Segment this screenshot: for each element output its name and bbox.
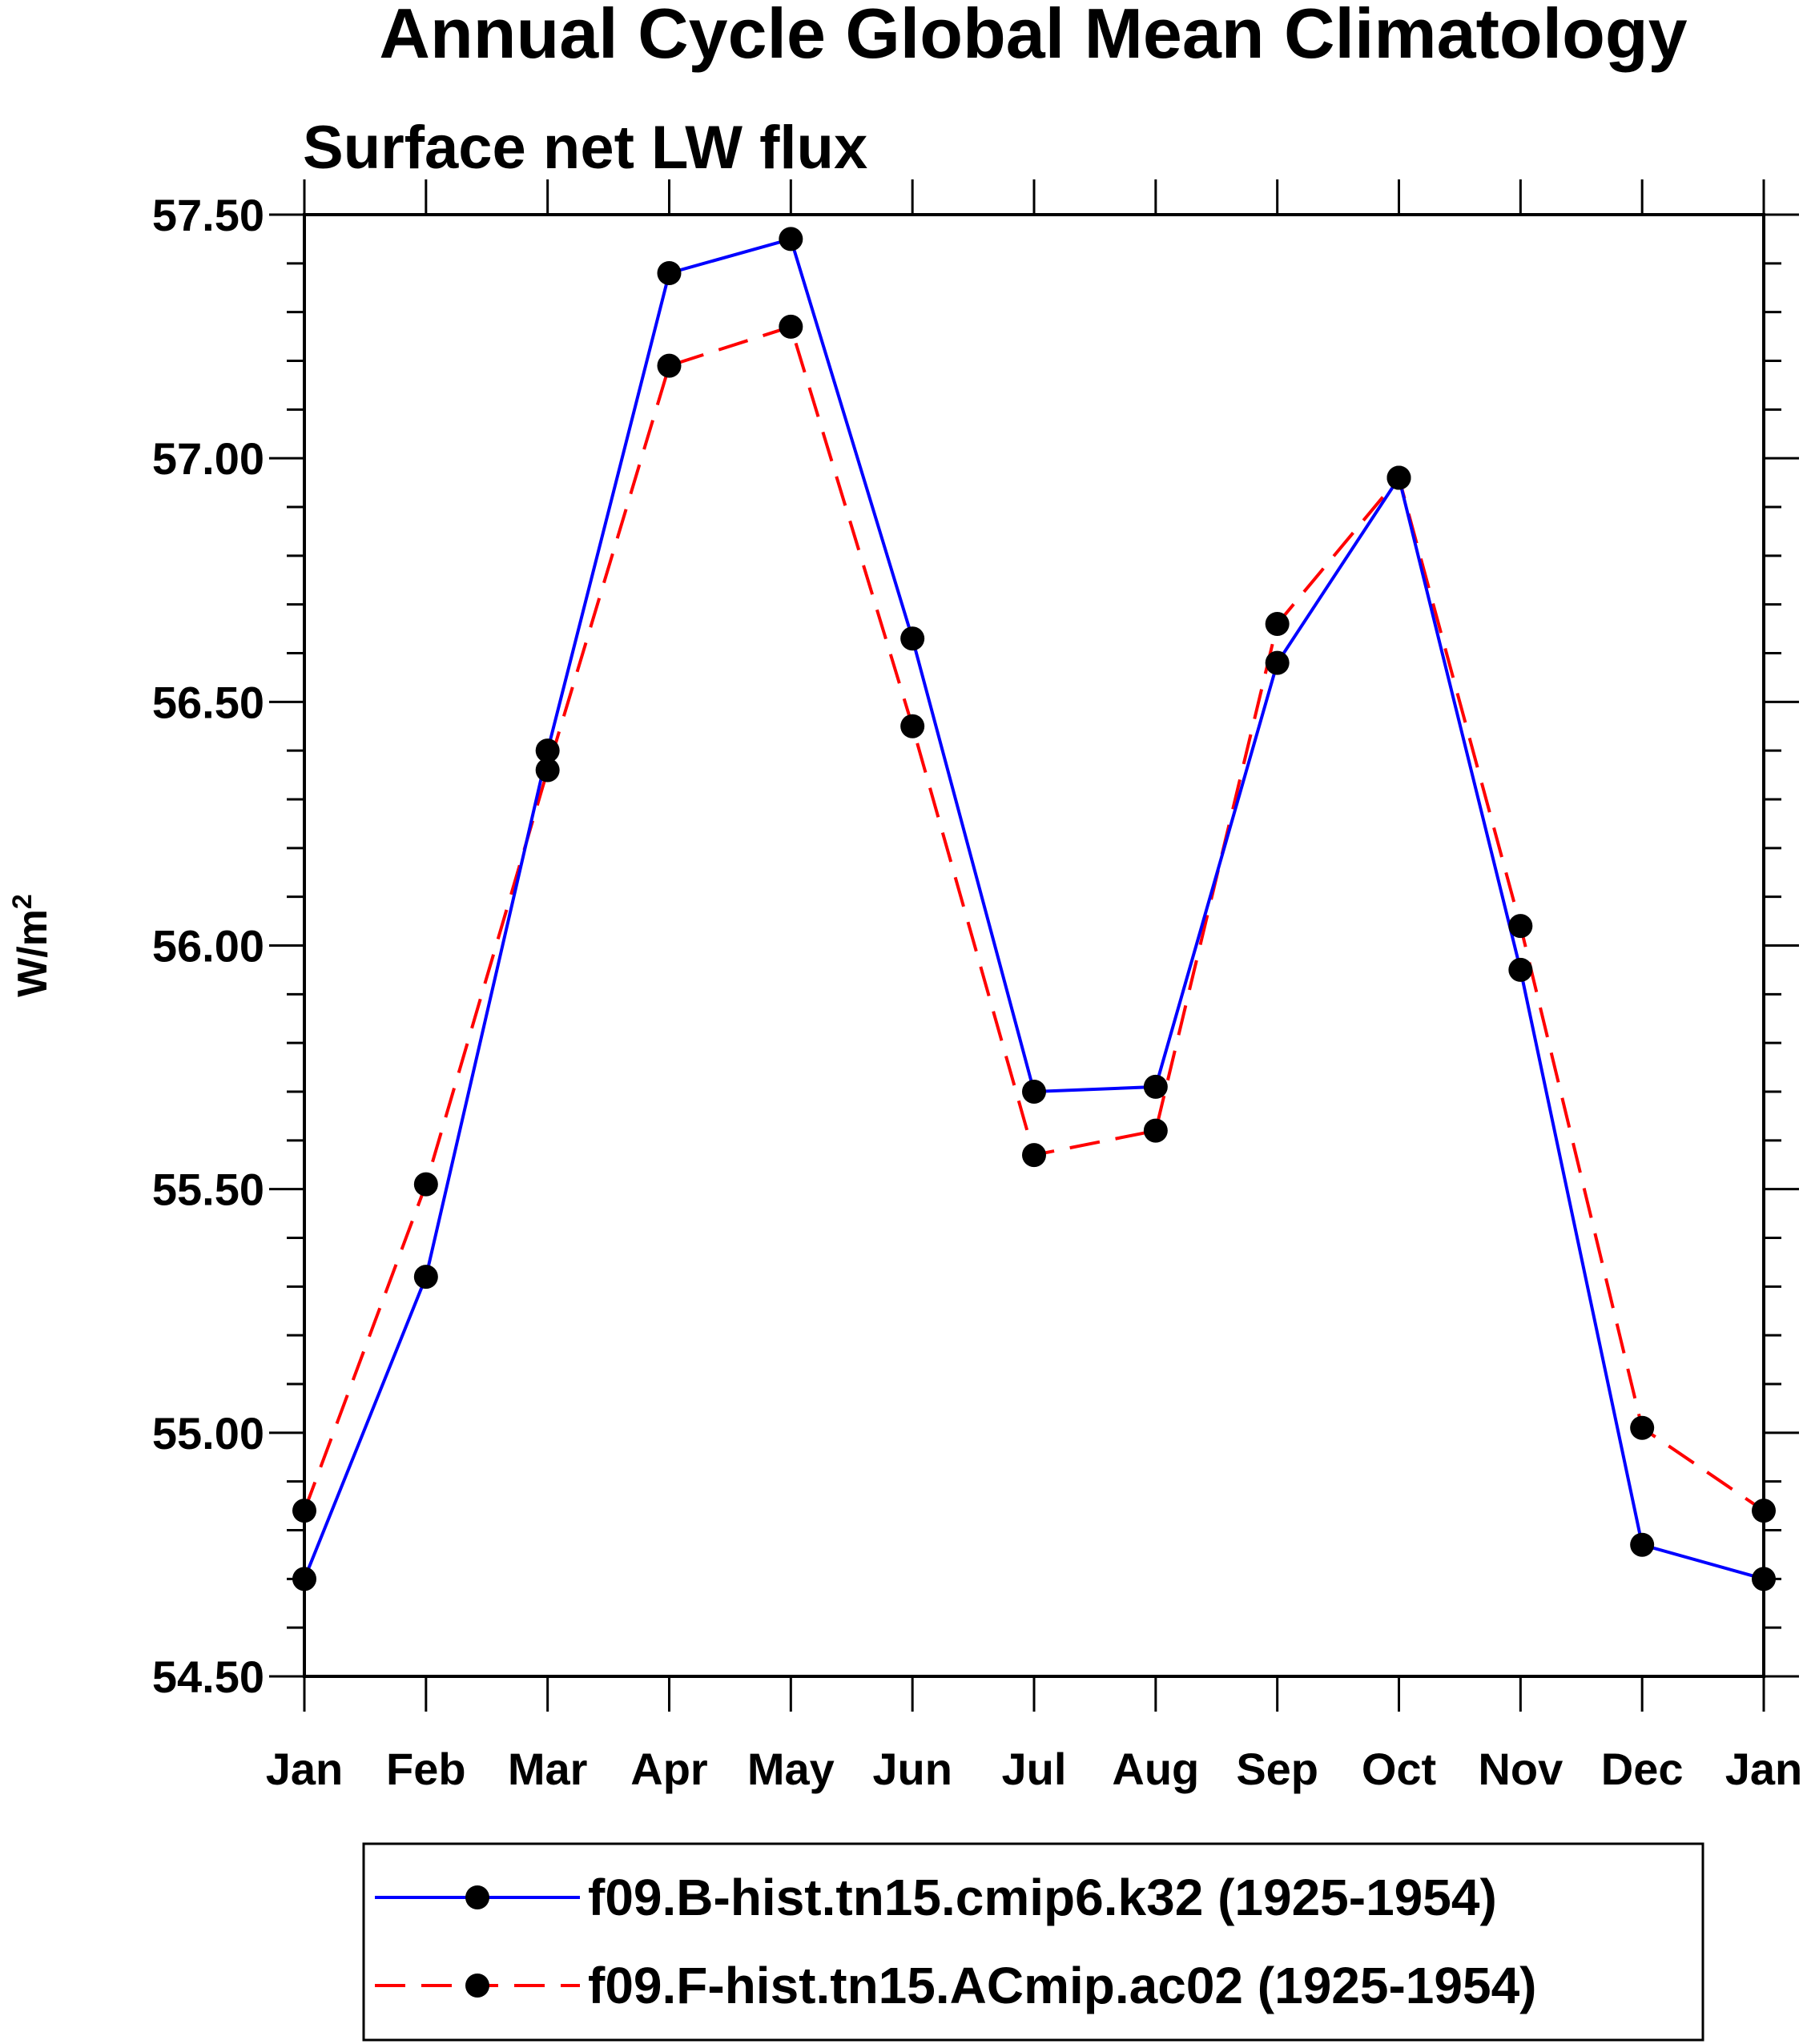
data-point <box>1022 1143 1046 1168</box>
x-tick-label: May <box>747 1744 835 1794</box>
x-tick-label: Oct <box>1362 1744 1436 1794</box>
data-point <box>900 714 925 738</box>
plot-frame <box>303 213 1765 1678</box>
data-point <box>535 738 560 763</box>
data-point <box>1265 650 1290 675</box>
legend-label: f09.F-hist.tn15.ACmip.ac02 (1925-1954) <box>588 1957 1536 2014</box>
y-tick-label: 54.50 <box>152 1652 264 1702</box>
chart-title: Annual Cycle Global Mean Climatology <box>379 0 1687 73</box>
data-point <box>779 227 803 251</box>
chart-subtitle: Surface net LW flux <box>303 114 867 182</box>
legend-marker <box>465 1885 489 1909</box>
data-point <box>657 353 682 378</box>
data-point <box>1022 1080 1046 1104</box>
axis-tick-labels: Jan Feb Mar Apr May Jun Jul Aug Sep Oct Nov Dec Jan5… <box>152 190 1802 1794</box>
y-axis-label: W/m2 <box>7 894 56 997</box>
y-tick-label: 57.50 <box>152 190 264 240</box>
x-tick-label: Jan <box>1725 1744 1803 1794</box>
x-tick-label: Jan <box>266 1744 344 1794</box>
x-tick-label: Aug <box>1112 1744 1199 1794</box>
data-point <box>1752 1567 1776 1591</box>
axis-ticks <box>269 179 1799 1712</box>
data-point <box>1265 612 1290 636</box>
data-point <box>1630 1415 1655 1440</box>
x-tick-label: Jun <box>872 1744 952 1794</box>
series-line <box>303 324 1765 1512</box>
legend: f09.B-hist.tn15.cmip6.k32 (1925-1954) f09… <box>362 1842 1704 2042</box>
data-point <box>535 758 560 783</box>
legend-items: f09.B-hist.tn15.cmip6.k32 (1925-1954) f09… <box>375 1869 1536 2014</box>
x-tick-label: Dec <box>1601 1744 1684 1794</box>
legend-box <box>362 1842 1704 2042</box>
y-axis-label-superscript: 2 <box>7 894 38 909</box>
data-point <box>413 1265 438 1290</box>
x-tick-label: Mar <box>508 1744 588 1794</box>
x-tick-label: Sep <box>1236 1744 1318 1794</box>
data-point <box>1143 1074 1168 1099</box>
data-point <box>292 1567 316 1591</box>
data-point <box>292 1499 316 1523</box>
data-point <box>1508 914 1533 939</box>
data-point <box>1508 957 1533 982</box>
series-line <box>303 236 1765 1581</box>
data-point <box>1630 1532 1655 1557</box>
data-point <box>900 626 925 651</box>
x-tick-label: Nov <box>1478 1744 1563 1794</box>
y-tick-label: 56.00 <box>152 921 264 972</box>
x-tick-label: Feb <box>386 1744 466 1794</box>
data-series <box>292 227 1776 1591</box>
legend-marker <box>465 1974 489 1998</box>
x-tick-label: Jul <box>1002 1744 1067 1794</box>
data-point <box>1386 465 1411 490</box>
data-point <box>1752 1499 1776 1523</box>
data-point <box>1143 1118 1168 1143</box>
y-tick-label: 57.00 <box>152 433 264 484</box>
y-tick-label: 55.00 <box>152 1408 264 1459</box>
data-point <box>657 261 682 285</box>
y-tick-label: 56.50 <box>152 677 264 727</box>
data-point <box>413 1172 438 1197</box>
x-tick-label: Apr <box>630 1744 707 1794</box>
y-tick-label: 55.50 <box>152 1165 264 1215</box>
data-point <box>779 314 803 339</box>
legend-label: f09.B-hist.tn15.cmip6.k32 (1925-1954) <box>588 1869 1497 1926</box>
